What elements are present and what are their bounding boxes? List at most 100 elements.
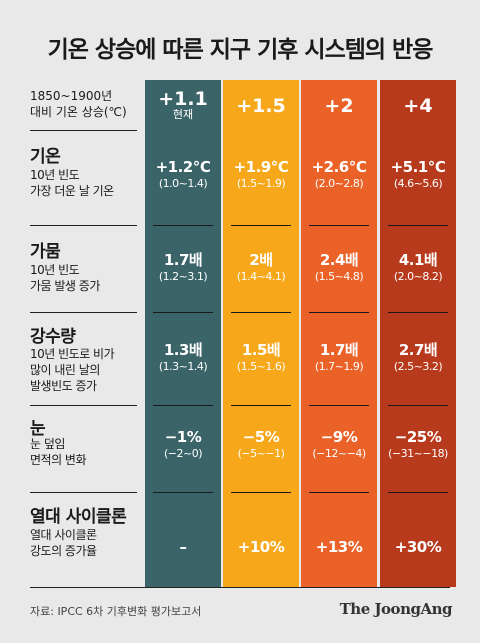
row-desc: 가장 더운 날 기온	[30, 184, 114, 198]
cell-value: 1.3배	[163, 341, 203, 359]
cell-value: +2.6℃	[311, 158, 367, 176]
row-desc: 발생빈도 증가	[30, 379, 97, 393]
separator	[30, 405, 137, 406]
column-header-2: +2	[324, 95, 354, 117]
column-sub-current: 현재	[172, 108, 194, 121]
row-title-tropical-cyclone: 열대 사이클론	[30, 507, 127, 527]
cell-value: 2.7배	[398, 341, 438, 359]
cell-range: (2.0~2.8)	[314, 177, 364, 190]
cell-range: (−5~−1)	[237, 447, 285, 460]
cell-separator	[231, 225, 291, 226]
cell-value: 4.1배	[398, 251, 438, 269]
column-2	[301, 80, 377, 587]
header-label-line1: 1850~1900년	[30, 89, 113, 103]
cell-value: +1.2℃	[155, 158, 211, 176]
cell-value: +5.1℃	[390, 158, 446, 176]
column-header-4: +4	[403, 95, 433, 117]
cell-separator	[309, 312, 369, 313]
cell-separator	[153, 225, 213, 226]
cell-separator	[388, 312, 448, 313]
row-desc: 눈 덮임	[30, 437, 65, 451]
cell-value: –	[179, 538, 188, 556]
table-cell: 1.7배 (1.7~1.9)	[301, 341, 377, 374]
table-cell: +2.6℃ (2.0~2.8)	[301, 158, 377, 191]
table-cell: +1.2℃ (1.0~1.4)	[145, 158, 221, 191]
source-note: 자료: IPCC 6차 기후변화 평가보고서	[30, 605, 202, 618]
table-cell: 2.4배 (1.5~4.8)	[301, 251, 377, 284]
cell-value: 2.4배	[319, 251, 359, 269]
cell-value: 1.5배	[241, 341, 281, 359]
cell-range: (1.0~1.4)	[158, 177, 208, 190]
row-desc: 가뭄 발생 증가	[30, 279, 100, 293]
column-header-current: +1.1	[158, 88, 208, 110]
cell-separator	[153, 405, 213, 406]
cell-value: +1.9℃	[233, 158, 289, 176]
cell-range: (1.3~1.4)	[158, 360, 208, 373]
row-desc: 10년 빈도	[30, 168, 80, 182]
table-cell: 2배 (1.4~4.1)	[223, 251, 299, 284]
table-cell: +13%	[301, 538, 377, 556]
cell-range: (1.5~4.8)	[314, 270, 364, 283]
row-desc: 면적의 변화	[30, 453, 87, 467]
table-cell: −9% (−12~−4)	[301, 428, 377, 461]
cell-separator	[309, 405, 369, 406]
cell-value: −9%	[320, 428, 358, 446]
header-label-line2: 대비 기온 상승(℃)	[30, 105, 127, 119]
cell-separator	[231, 312, 291, 313]
separator	[30, 225, 137, 226]
row-title-temperature: 기온	[30, 147, 61, 167]
cell-separator	[309, 225, 369, 226]
table-cell: −1% (−2~0)	[145, 428, 221, 461]
table-cell: 2.7배 (2.5~3.2)	[380, 341, 456, 374]
cell-value: −25%	[394, 428, 442, 446]
cell-value: +30%	[394, 538, 442, 556]
row-title-precipitation: 강수량	[30, 327, 76, 347]
row-title-snow: 눈	[30, 419, 46, 439]
column-header-1-5: +1.5	[236, 95, 286, 117]
brand-logo: The JoongAng	[339, 600, 453, 618]
cell-value: +13%	[315, 538, 363, 556]
row-desc: 10년 빈도로 비가	[30, 347, 115, 361]
table-cell: +5.1℃ (4.6~5.6)	[380, 158, 456, 191]
cell-separator	[309, 492, 369, 493]
table-cell: 1.5배 (1.5~1.6)	[223, 341, 299, 374]
cell-range: (−12~−4)	[312, 447, 366, 460]
separator	[30, 130, 137, 131]
cell-value: −1%	[164, 428, 202, 446]
cell-range: (1.5~1.9)	[236, 177, 286, 190]
table-cell: −25% (−31~−18)	[380, 428, 456, 461]
table-cell: 4.1배 (2.0~8.2)	[380, 251, 456, 284]
cell-separator	[231, 405, 291, 406]
cell-range: (4.6~5.6)	[393, 177, 443, 190]
cell-range: (2.0~8.2)	[393, 270, 443, 283]
table-cell: –	[145, 538, 221, 556]
separator	[30, 492, 137, 493]
table-cell: +1.9℃ (1.5~1.9)	[223, 158, 299, 191]
column-4	[380, 80, 456, 587]
column-current	[145, 80, 221, 587]
table-cell: −5% (−5~−1)	[223, 428, 299, 461]
row-desc: 10년 빈도	[30, 263, 80, 277]
cell-value: 1.7배	[319, 341, 359, 359]
bottom-rule	[30, 587, 450, 588]
table-cell: +30%	[380, 538, 456, 556]
row-desc: 많이 내린 날의	[30, 363, 100, 377]
cell-value: −5%	[242, 428, 280, 446]
cell-value: 1.7배	[163, 251, 203, 269]
row-title-drought: 가뭄	[30, 242, 61, 262]
cell-range: (2.5~3.2)	[393, 360, 443, 373]
row-desc: 열대 사이클론	[30, 528, 97, 542]
table-cell: +10%	[223, 538, 299, 556]
cell-separator	[153, 492, 213, 493]
row-desc: 강도의 증가율	[30, 544, 97, 558]
cell-separator	[388, 492, 448, 493]
cell-value: 2배	[249, 251, 273, 269]
cell-separator	[388, 225, 448, 226]
cell-separator	[388, 405, 448, 406]
cell-separator	[231, 492, 291, 493]
table-cell: 1.7배 (1.2~3.1)	[145, 251, 221, 284]
cell-separator	[153, 312, 213, 313]
column-1-5	[223, 80, 299, 587]
cell-range: (1.5~1.6)	[236, 360, 286, 373]
cell-range: (−31~−18)	[388, 447, 448, 460]
